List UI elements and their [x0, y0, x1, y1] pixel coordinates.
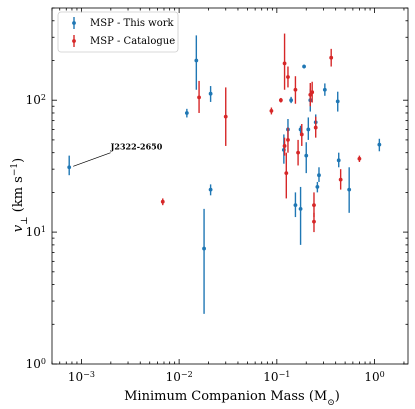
data-point [289, 98, 294, 103]
data-point [310, 90, 315, 95]
annotation-leader-line [73, 152, 111, 167]
annotation-label: J2322-2650 [110, 142, 163, 152]
data-point [194, 58, 199, 63]
y-tick-label: 101 [26, 225, 46, 240]
series-this-work [67, 35, 382, 314]
data-point [293, 203, 298, 208]
data-point [208, 91, 213, 96]
data-point [286, 138, 290, 142]
data-point [298, 206, 303, 211]
data-point [67, 165, 72, 170]
data-point [296, 150, 300, 155]
data-point [302, 64, 306, 69]
legend-point [72, 39, 76, 43]
data-point [306, 127, 311, 132]
data-point [269, 108, 274, 113]
data-point [315, 185, 320, 189]
data-point [338, 177, 343, 182]
data-point [223, 114, 228, 119]
legend-label-catalogue: MSP - Catalogue [90, 36, 175, 47]
x-tick-label: 10−2 [166, 370, 193, 385]
annotation: J2322-2650 [73, 142, 163, 167]
data-point [312, 219, 316, 224]
plot-area [67, 33, 382, 314]
data-point [202, 246, 206, 251]
data-point [286, 75, 290, 79]
axis-ticks: 10−3 10−2 10−1 100 100 101 102 [26, 7, 408, 385]
data-point [357, 156, 362, 161]
data-point [336, 158, 341, 163]
legend-box [57, 11, 179, 53]
data-point [377, 142, 382, 147]
legend-marker-this-work [72, 17, 76, 29]
data-point [304, 153, 309, 158]
data-point [313, 125, 318, 130]
x-axis-title: Minimum Companion Mass (M⊙) [124, 389, 340, 408]
x-tick-label: 10−3 [68, 370, 95, 385]
data-point [160, 199, 165, 204]
data-point [208, 187, 213, 192]
data-point [329, 55, 334, 60]
data-point [197, 95, 201, 100]
data-point [184, 111, 189, 115]
legend-marker-catalogue [72, 35, 76, 47]
series-catalogue [160, 33, 362, 233]
data-point [278, 98, 283, 103]
legend: MSP - This work MSP - Catalogue [57, 11, 179, 53]
y-tick-label: 102 [26, 93, 46, 108]
y-axis-title: v⊥ (km s−1) [10, 158, 30, 232]
data-point [322, 87, 327, 92]
y-tick-label: 100 [26, 357, 46, 372]
data-point [299, 132, 304, 137]
data-point [312, 203, 316, 208]
data-point [284, 171, 289, 176]
data-point [317, 173, 321, 178]
legend-label-this-work: MSP - This work [90, 18, 175, 29]
data-point [335, 99, 340, 104]
data-point [347, 187, 352, 192]
x-tick-label: 10−1 [263, 370, 290, 385]
axes-frame [51, 7, 409, 365]
data-point [293, 87, 298, 92]
legend-point [72, 21, 76, 25]
data-point [282, 61, 287, 66]
x-tick-label: 100 [364, 370, 384, 385]
data-point [282, 144, 287, 148]
